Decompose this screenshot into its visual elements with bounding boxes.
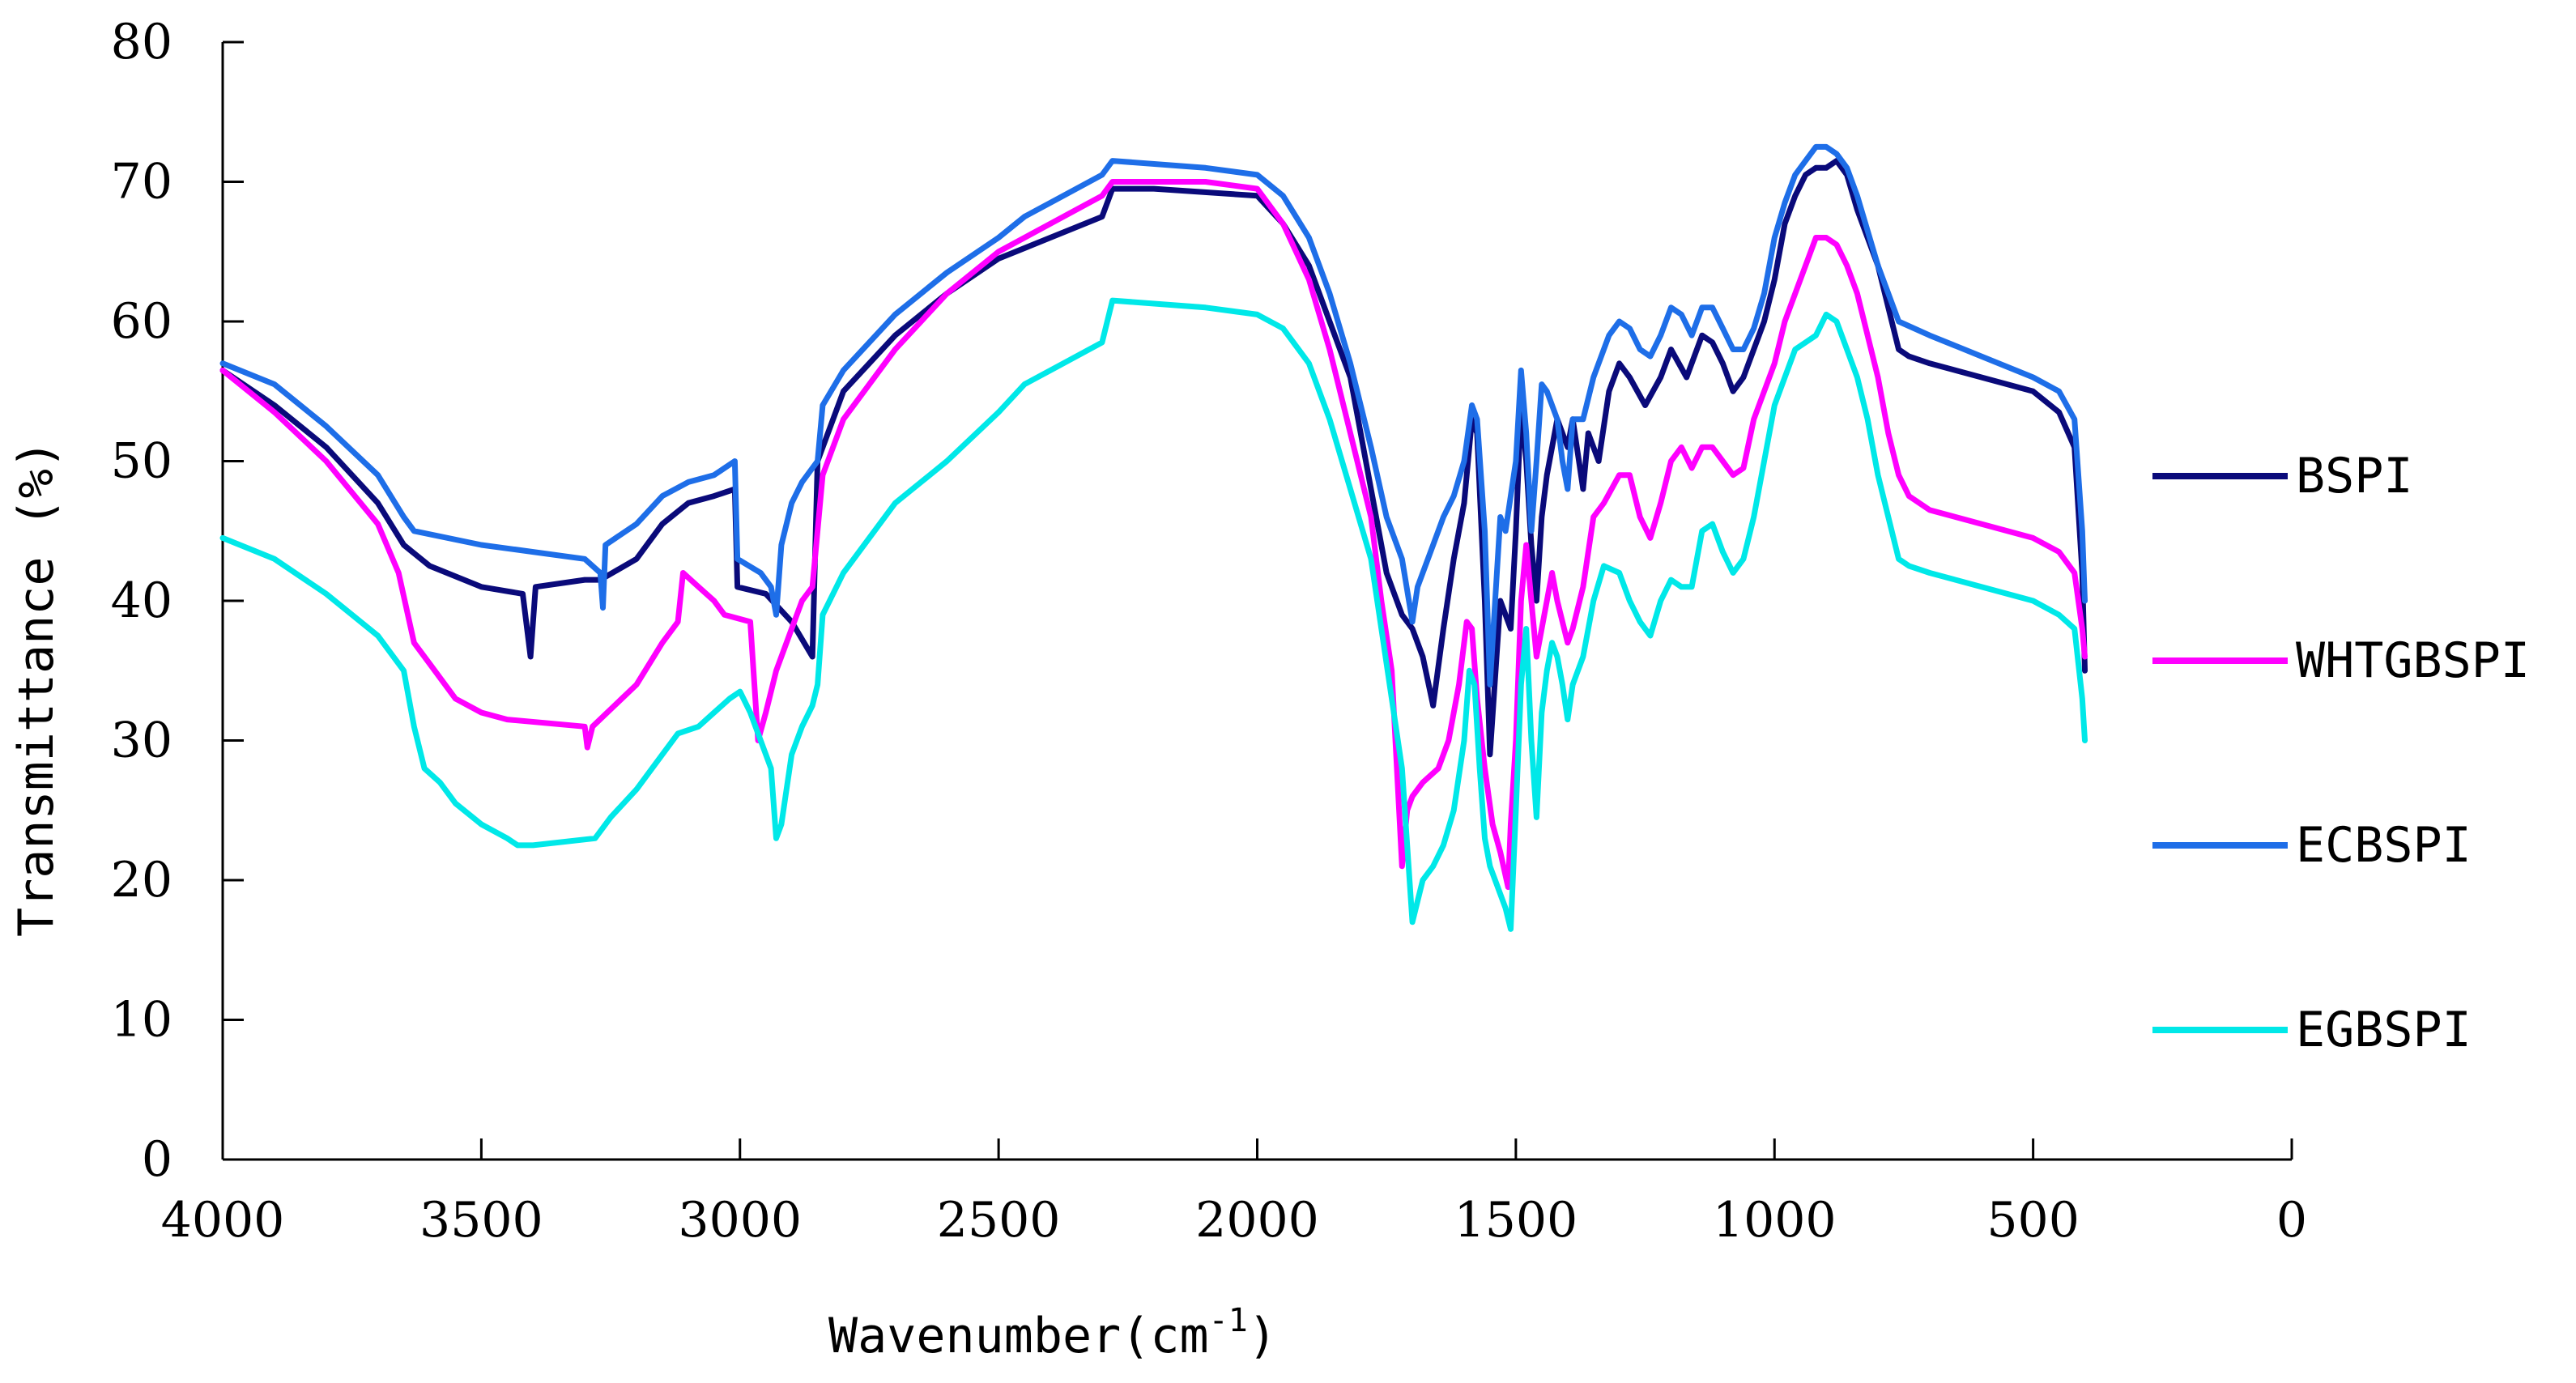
y-tick-label: 70 — [111, 154, 172, 211]
x-tick-label: 1000 — [1713, 1192, 1837, 1249]
y-axis: 0 10 20 30 40 50 60 70 80 — [111, 14, 244, 1188]
y-axis-title: Transmittance (%) — [8, 440, 65, 937]
y-tick-label: 10 — [111, 992, 172, 1049]
legend-label: EGBSPI — [2296, 1002, 2472, 1058]
x-axis-title: Wavenumber(cm-1) — [828, 1302, 1277, 1364]
y-tick-label: 60 — [111, 293, 172, 350]
legend-label: BSPI — [2296, 448, 2413, 504]
y-tick-label: 50 — [111, 433, 172, 490]
x-tick-label: 1500 — [1454, 1192, 1578, 1249]
y-tick-label: 20 — [111, 852, 172, 909]
x-axis-title-close: ) — [1248, 1308, 1277, 1364]
x-tick-label: 3500 — [419, 1192, 543, 1249]
y-tick-label: 80 — [111, 14, 172, 70]
series-line-bspi — [219, 158, 2088, 758]
x-axis-title-main: Wavenumber(cm — [828, 1308, 1209, 1364]
x-tick-label: 4000 — [161, 1192, 285, 1249]
legend-label: ECBSPI — [2296, 817, 2472, 874]
series-line-ecbspi — [219, 143, 2088, 687]
x-axis-title-superscript: -1 — [1209, 1302, 1248, 1339]
series-line-egbspi — [219, 297, 2088, 932]
series-line-whtgbspi — [219, 179, 2088, 891]
legend-label: WHTGBSPI — [2296, 632, 2530, 689]
legend: BSPI WHTGBSPI ECBSPI EGBSPI — [2152, 448, 2530, 1058]
x-tick-label: 2500 — [937, 1192, 1061, 1249]
x-tick-label: 3000 — [678, 1192, 802, 1249]
x-axis: 4000 3500 3000 2500 2000 1500 1000 500 0 — [161, 1138, 2307, 1249]
y-tick-label: 0 — [142, 1131, 172, 1188]
y-tick-label: 40 — [111, 572, 172, 629]
x-tick-label: 0 — [2276, 1192, 2307, 1249]
plot-series — [219, 143, 2088, 932]
x-tick-label: 500 — [1986, 1192, 2080, 1249]
x-tick-label: 2000 — [1195, 1192, 1319, 1249]
y-tick-label: 30 — [111, 713, 172, 769]
